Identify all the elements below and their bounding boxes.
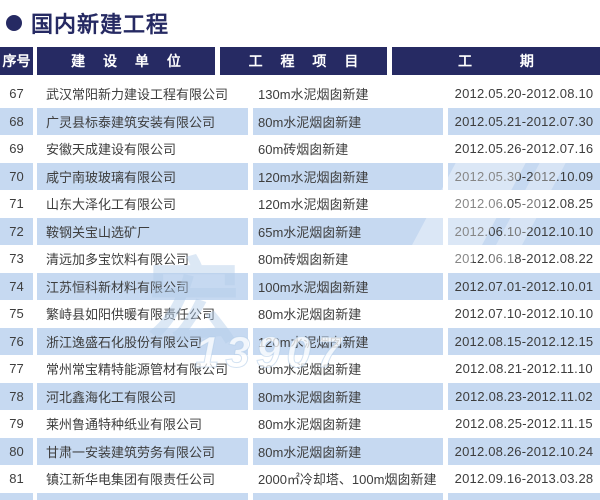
row-construction-period: 2012.07.10-2012.10.10 (454, 306, 594, 322)
table-body: 67 武汉常阳新力建设工程有限公司 130m水泥烟囱新建 2012.05.20-… (0, 80, 600, 493)
row-company-name: 江苏恒科新材料有限公司 (37, 272, 248, 300)
table-row: 72 鞍钢关宝山选矿厂 65m水泥烟囱新建 2012.06.10-2012.10… (0, 217, 600, 245)
row-company-name: 甘肃一安装建筑劳务有限公司 (37, 437, 248, 465)
row-project-name: 80m水泥烟囱新建 (258, 307, 362, 323)
row-company-name: 咸宁南玻玻璃有限公司 (37, 162, 248, 190)
row-construction-period: 2012.05.21-2012.07.30 (448, 107, 600, 135)
row-serial-number: 73 (9, 251, 24, 267)
page-title-row: 国内新建工程 (6, 7, 169, 39)
row-project-name: 60m砖烟囱新建 (258, 142, 349, 158)
table-row: 67 武汉常阳新力建设工程有限公司 130m水泥烟囱新建 2012.05.20-… (0, 80, 600, 108)
row-serial-number: 70 (0, 162, 33, 190)
row-company-name: 河北鑫海化工有限公司 (37, 382, 248, 410)
row-project-name: 120m水泥烟囱新建 (253, 162, 443, 190)
row-project-name: 120m水泥烟囱新建 (253, 327, 443, 355)
row-serial-number: 69 (9, 141, 24, 157)
table-row: 74 江苏恒科新材料有限公司 100m水泥烟囱新建 2012.07.01-201… (0, 272, 600, 300)
row-serial-number: 67 (9, 86, 24, 102)
row-construction-period: 2012.06.10-2012.10.10 (448, 217, 600, 245)
row-serial-number: 75 (9, 306, 24, 322)
row-company-name: 繁峙县如阳供暖有限责任公司 (46, 307, 216, 323)
row-construction-period: 2012.08.25-2012.11.15 (455, 416, 593, 432)
row-project-name: 80m水泥烟囱新建 (253, 437, 443, 465)
row-serial-number: 68 (0, 107, 33, 135)
table-row: 75 繁峙县如阳供暖有限责任公司 80m水泥烟囱新建 2012.07.10-20… (0, 300, 600, 328)
row-project-name: 80m水泥烟囱新建 (258, 417, 362, 433)
row-construction-period: 2012.05.30-2012.10.09 (448, 162, 600, 190)
bullet-circle-icon (6, 15, 22, 31)
row-serial-number: 71 (9, 196, 24, 212)
row-serial-number: 81 (9, 471, 24, 487)
row-construction-period: 2012.06.05-2012.08.25 (454, 196, 594, 212)
row-serial-number: 80 (0, 437, 33, 465)
table-header-row: 序号 建 设 单 位 工 程 项 目 工 期 (0, 47, 600, 75)
row-serial-number: 72 (0, 217, 33, 245)
row-construction-period: 2012.09.16-2013.03.28 (454, 471, 594, 487)
row-project-name: 100m水泥烟囱新建 (253, 272, 443, 300)
col-header-serial: 序号 (0, 47, 33, 75)
row-company-name: 广灵县标泰建筑安装有限公司 (37, 107, 248, 135)
table-row: 68 广灵县标泰建筑安装有限公司 80m水泥烟囱新建 2012.05.21-20… (0, 107, 600, 135)
row-project-name: 80m水泥烟囱新建 (253, 107, 443, 135)
row-serial-number: 78 (0, 382, 33, 410)
table-row: 71 山东大泽化工有限公司 120m水泥烟囱新建 2012.06.05-2012… (0, 190, 600, 218)
col-header-project: 工 程 项 目 (220, 47, 387, 75)
row-project-name: 80m水泥烟囱新建 (253, 382, 443, 410)
table-row: 81 镇江新华电集团有限责任公司 2000㎡冷却塔、100m烟囱新建 2012.… (0, 465, 600, 493)
table-row: 79 莱州鲁通特种纸业有限公司 80m水泥烟囱新建 2012.08.25-201… (0, 410, 600, 438)
table-row: 73 清远加多宝饮料有限公司 80m砖烟囱新建 2012.06.18-2012.… (0, 245, 600, 273)
row-construction-period: 2012.05.26-2012.07.16 (454, 141, 594, 157)
row-serial-number: 77 (9, 361, 24, 377)
table-row: 77 常州常宝精特能源管材有限公司 80m水泥烟囱新建 2012.08.21-2… (0, 355, 600, 383)
row-construction-period: 2012.08.15-2012.12.15 (448, 327, 600, 355)
row-serial-number: 74 (0, 272, 33, 300)
row-company-name: 莱州鲁通特种纸业有限公司 (46, 417, 203, 433)
row-construction-period: 2012.06.18-2012.08.22 (454, 251, 594, 267)
row-serial-number: 79 (9, 416, 24, 432)
row-construction-period: 2012.08.21-2012.11.10 (455, 361, 593, 377)
row-project-name: 130m水泥烟囱新建 (258, 87, 369, 103)
table-row: 76 浙江逸盛石化股份有限公司 120m水泥烟囱新建 2012.08.15-20… (0, 327, 600, 355)
row-construction-period: 2012.08.26-2012.10.24 (448, 437, 600, 465)
row-company-name: 清远加多宝饮料有限公司 (46, 252, 190, 268)
row-company-name: 武汉常阳新力建设工程有限公司 (46, 87, 229, 103)
row-company-name: 常州常宝精特能源管材有限公司 (46, 362, 229, 378)
row-project-name: 65m水泥烟囱新建 (253, 217, 443, 245)
col-header-period: 工 期 (392, 47, 600, 75)
row-construction-period: 2012.08.23-2012.11.02 (448, 382, 600, 410)
row-project-name: 2000㎡冷却塔、100m烟囱新建 (258, 472, 437, 488)
table-row: 78 河北鑫海化工有限公司 80m水泥烟囱新建 2012.08.23-2012.… (0, 382, 600, 410)
col-header-company: 建 设 单 位 (37, 47, 215, 75)
row-company-name: 鞍钢关宝山选矿厂 (37, 217, 248, 245)
row-construction-period: 2012.05.20-2012.08.10 (454, 86, 594, 102)
table-row: 69 安徽天成建设有限公司 60m砖烟囱新建 2012.05.26-2012.0… (0, 135, 600, 163)
table-row: 70 咸宁南玻玻璃有限公司 120m水泥烟囱新建 2012.05.30-2012… (0, 162, 600, 190)
row-company-name: 安徽天成建设有限公司 (46, 142, 177, 158)
row-construction-period: 2012.07.01-2012.10.01 (448, 272, 600, 300)
partial-next-row (0, 492, 600, 500)
table-row: 80 甘肃一安装建筑劳务有限公司 80m水泥烟囱新建 2012.08.26-20… (0, 437, 600, 465)
page-title: 国内新建工程 (31, 12, 170, 37)
row-company-name: 浙江逸盛石化股份有限公司 (37, 327, 248, 355)
row-project-name: 80m水泥烟囱新建 (258, 362, 362, 378)
row-company-name: 镇江新华电集团有限责任公司 (46, 472, 216, 488)
row-serial-number: 76 (0, 327, 33, 355)
row-company-name: 山东大泽化工有限公司 (46, 197, 177, 213)
row-project-name: 120m水泥烟囱新建 (258, 197, 369, 213)
row-project-name: 80m砖烟囱新建 (258, 252, 349, 268)
